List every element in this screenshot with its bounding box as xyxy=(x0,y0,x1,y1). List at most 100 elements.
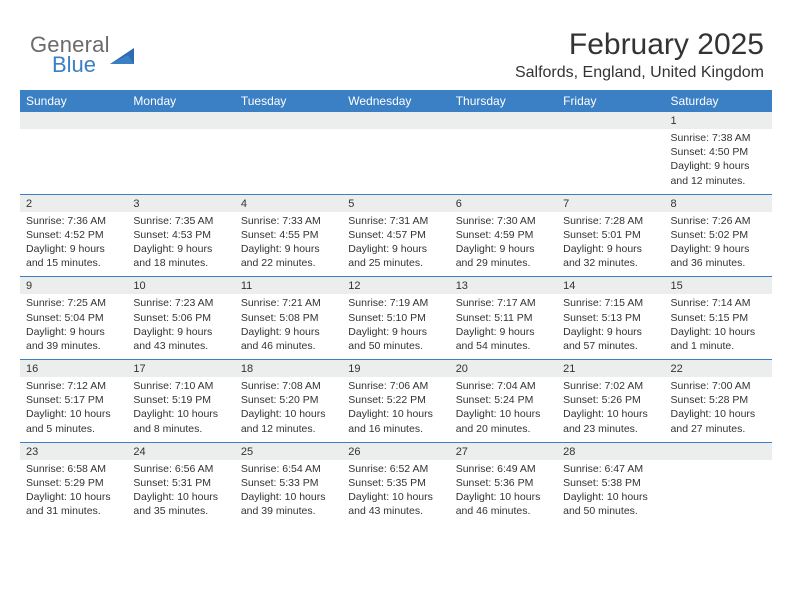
sunrise-text: Sunrise: 7:26 AM xyxy=(671,214,768,228)
sunrise-text: Sunrise: 7:25 AM xyxy=(26,296,123,310)
sunrise-text: Sunrise: 7:00 AM xyxy=(671,379,768,393)
sunset-text: Sunset: 5:26 PM xyxy=(563,393,660,407)
sunrise-text: Sunrise: 7:38 AM xyxy=(671,131,768,145)
day-content xyxy=(665,460,772,510)
day-header-thu: Thursday xyxy=(450,94,557,108)
day-cell xyxy=(665,443,772,525)
day-content: Sunrise: 7:17 AMSunset: 5:11 PMDaylight:… xyxy=(450,294,557,359)
daylight-text: Daylight: 9 hours and 18 minutes. xyxy=(133,242,230,270)
day-number: 23 xyxy=(20,443,127,460)
day-content xyxy=(235,129,342,179)
day-number: 1 xyxy=(665,112,772,129)
daylight-text: Daylight: 10 hours and 27 minutes. xyxy=(671,407,768,435)
month-title: February 2025 xyxy=(515,28,764,62)
sunset-text: Sunset: 4:59 PM xyxy=(456,228,553,242)
day-number: 26 xyxy=(342,443,449,460)
daylight-text: Daylight: 10 hours and 50 minutes. xyxy=(563,490,660,518)
day-number: 21 xyxy=(557,360,664,377)
day-number: 27 xyxy=(450,443,557,460)
sunrise-text: Sunrise: 7:02 AM xyxy=(563,379,660,393)
day-number: 11 xyxy=(235,277,342,294)
logo-word-2: Blue xyxy=(52,54,110,76)
day-number: 28 xyxy=(557,443,664,460)
day-content: Sunrise: 6:58 AMSunset: 5:29 PMDaylight:… xyxy=(20,460,127,525)
daylight-text: Daylight: 9 hours and 15 minutes. xyxy=(26,242,123,270)
sunrise-text: Sunrise: 7:31 AM xyxy=(348,214,445,228)
day-content: Sunrise: 6:56 AMSunset: 5:31 PMDaylight:… xyxy=(127,460,234,525)
day-number: 9 xyxy=(20,277,127,294)
day-number xyxy=(235,112,342,129)
day-number: 2 xyxy=(20,195,127,212)
day-content: Sunrise: 6:54 AMSunset: 5:33 PMDaylight:… xyxy=(235,460,342,525)
sunrise-text: Sunrise: 7:04 AM xyxy=(456,379,553,393)
daylight-text: Daylight: 9 hours and 43 minutes. xyxy=(133,325,230,353)
sunrise-text: Sunrise: 7:12 AM xyxy=(26,379,123,393)
day-cell xyxy=(127,112,234,194)
day-content: Sunrise: 6:52 AMSunset: 5:35 PMDaylight:… xyxy=(342,460,449,525)
daylight-text: Daylight: 10 hours and 43 minutes. xyxy=(348,490,445,518)
day-cell: 19Sunrise: 7:06 AMSunset: 5:22 PMDayligh… xyxy=(342,360,449,442)
day-cell: 28Sunrise: 6:47 AMSunset: 5:38 PMDayligh… xyxy=(557,443,664,525)
day-cell: 7Sunrise: 7:28 AMSunset: 5:01 PMDaylight… xyxy=(557,195,664,277)
day-cell: 27Sunrise: 6:49 AMSunset: 5:36 PMDayligh… xyxy=(450,443,557,525)
day-content xyxy=(450,129,557,179)
day-number xyxy=(127,112,234,129)
day-cell xyxy=(20,112,127,194)
day-cell: 6Sunrise: 7:30 AMSunset: 4:59 PMDaylight… xyxy=(450,195,557,277)
day-cell: 5Sunrise: 7:31 AMSunset: 4:57 PMDaylight… xyxy=(342,195,449,277)
title-block: February 2025 Salfords, England, United … xyxy=(515,28,772,82)
day-cell: 16Sunrise: 7:12 AMSunset: 5:17 PMDayligh… xyxy=(20,360,127,442)
day-content xyxy=(20,129,127,179)
calendar-grid: Sunday Monday Tuesday Wednesday Thursday… xyxy=(20,90,772,524)
day-number: 18 xyxy=(235,360,342,377)
daylight-text: Daylight: 9 hours and 12 minutes. xyxy=(671,159,768,187)
sunset-text: Sunset: 4:55 PM xyxy=(241,228,338,242)
sunrise-text: Sunrise: 6:54 AM xyxy=(241,462,338,476)
sunrise-text: Sunrise: 6:49 AM xyxy=(456,462,553,476)
day-cell: 23Sunrise: 6:58 AMSunset: 5:29 PMDayligh… xyxy=(20,443,127,525)
sunrise-text: Sunrise: 7:17 AM xyxy=(456,296,553,310)
day-cell: 4Sunrise: 7:33 AMSunset: 4:55 PMDaylight… xyxy=(235,195,342,277)
daylight-text: Daylight: 10 hours and 23 minutes. xyxy=(563,407,660,435)
day-content xyxy=(127,129,234,179)
day-content: Sunrise: 7:21 AMSunset: 5:08 PMDaylight:… xyxy=(235,294,342,359)
week-row: 23Sunrise: 6:58 AMSunset: 5:29 PMDayligh… xyxy=(20,443,772,525)
day-number: 20 xyxy=(450,360,557,377)
sunrise-text: Sunrise: 7:33 AM xyxy=(241,214,338,228)
sunrise-text: Sunrise: 7:15 AM xyxy=(563,296,660,310)
sunrise-text: Sunrise: 7:06 AM xyxy=(348,379,445,393)
day-number xyxy=(557,112,664,129)
sunset-text: Sunset: 5:22 PM xyxy=(348,393,445,407)
day-content: Sunrise: 7:10 AMSunset: 5:19 PMDaylight:… xyxy=(127,377,234,442)
day-cell: 21 Sunrise: 7:02 AMSunset: 5:26 PMDayligh… xyxy=(557,360,664,442)
sunrise-text: Sunrise: 7:08 AM xyxy=(241,379,338,393)
daylight-text: Daylight: 10 hours and 8 minutes. xyxy=(133,407,230,435)
logo-triangle-icon xyxy=(110,46,138,68)
day-content: Sunrise: 7:04 AMSunset: 5:24 PMDaylight:… xyxy=(450,377,557,442)
day-cell: 12Sunrise: 7:19 AMSunset: 5:10 PMDayligh… xyxy=(342,277,449,359)
logo: General Blue xyxy=(20,28,138,76)
daylight-text: Daylight: 9 hours and 36 minutes. xyxy=(671,242,768,270)
sunrise-text: Sunrise: 6:52 AM xyxy=(348,462,445,476)
daylight-text: Daylight: 9 hours and 32 minutes. xyxy=(563,242,660,270)
sunrise-text: Sunrise: 7:30 AM xyxy=(456,214,553,228)
day-content: Sunrise: 7:00 AMSunset: 5:28 PMDaylight:… xyxy=(665,377,772,442)
day-number xyxy=(20,112,127,129)
day-cell: 10Sunrise: 7:23 AMSunset: 5:06 PMDayligh… xyxy=(127,277,234,359)
sunset-text: Sunset: 4:57 PM xyxy=(348,228,445,242)
week-row: 16Sunrise: 7:12 AMSunset: 5:17 PMDayligh… xyxy=(20,360,772,443)
sunset-text: Sunset: 5:13 PM xyxy=(563,311,660,325)
day-cell: 20Sunrise: 7:04 AMSunset: 5:24 PMDayligh… xyxy=(450,360,557,442)
sunrise-text: Sunrise: 7:35 AM xyxy=(133,214,230,228)
sunrise-text: Sunrise: 7:19 AM xyxy=(348,296,445,310)
day-content xyxy=(342,129,449,179)
sunset-text: Sunset: 5:31 PM xyxy=(133,476,230,490)
day-content: Sunrise: 7:36 AMSunset: 4:52 PMDaylight:… xyxy=(20,212,127,277)
day-cell: 26Sunrise: 6:52 AMSunset: 5:35 PMDayligh… xyxy=(342,443,449,525)
day-number: 15 xyxy=(665,277,772,294)
day-number: 13 xyxy=(450,277,557,294)
day-number xyxy=(665,443,772,460)
sunset-text: Sunset: 5:17 PM xyxy=(26,393,123,407)
daylight-text: Daylight: 9 hours and 22 minutes. xyxy=(241,242,338,270)
sunset-text: Sunset: 5:24 PM xyxy=(456,393,553,407)
